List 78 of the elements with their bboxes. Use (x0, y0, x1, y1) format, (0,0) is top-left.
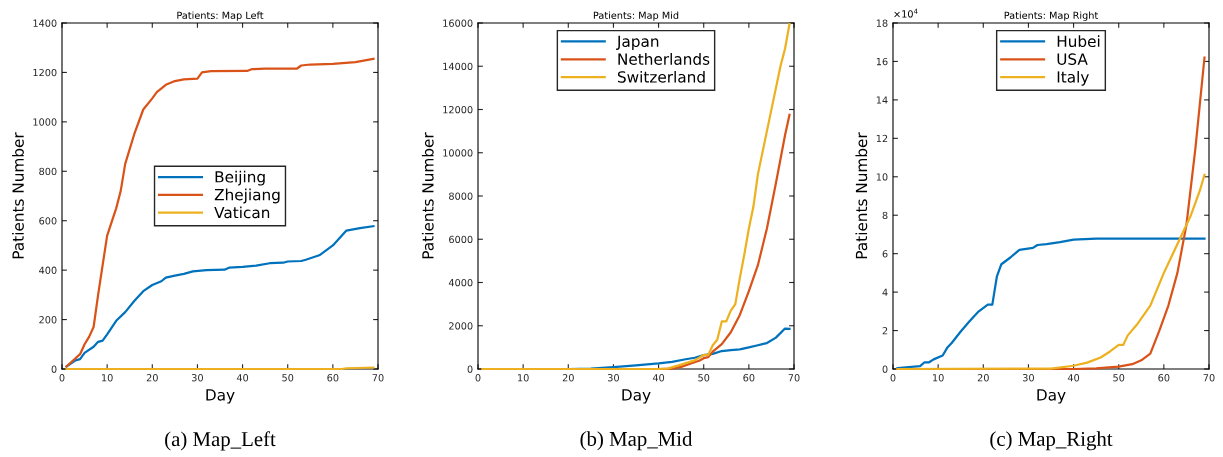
text: (c) Map_Right (990, 431, 1113, 451)
y-tick-label: 1400 (33, 19, 57, 27)
x-tick-label: 30 (1022, 374, 1034, 382)
y-tick-label: 12000 (443, 105, 473, 114)
x-tick-label: 20 (977, 374, 989, 382)
line-series (65, 57, 375, 368)
x-tick-label: 70 (788, 374, 800, 382)
x-tick-label: 10 (933, 374, 944, 382)
x-tick-label: 10 (102, 374, 113, 382)
legend-label: USA (1057, 53, 1088, 65)
y-tick-label: 16000 (443, 19, 473, 27)
y-axis-title: Patients Number (12, 132, 24, 259)
y-tick-label: 6 (882, 250, 888, 258)
legend-label: Hubei (1057, 35, 1100, 48)
x-tick-label: 70 (372, 374, 384, 382)
y-tick-label: 0 (882, 365, 888, 373)
legend-label: Italy (1057, 70, 1089, 86)
line-series (896, 237, 1206, 370)
y-tick-label: 2 (882, 327, 888, 335)
y-tick-label: 1200 (33, 68, 57, 77)
y-tick-label: 14000 (443, 62, 473, 71)
x-tick-label: 0 (475, 374, 481, 382)
y-tick-label: 14 (876, 96, 888, 104)
legend-label: Beijing (215, 170, 265, 186)
x-tick-label: 50 (698, 374, 710, 382)
y-tick-label: 16 (876, 57, 888, 66)
y-tick-label: 8000 (449, 192, 473, 200)
y-tick-label: 2000 (449, 322, 473, 330)
y-tick-label: 1000 (33, 118, 57, 126)
chart-title: Patients: Map Mid (593, 11, 679, 21)
legend-label: Netherlands (618, 53, 710, 65)
y-tick-label: 8 (882, 211, 888, 220)
line-series (896, 173, 1206, 371)
x-tick-label: 10 (518, 374, 529, 382)
chart-title: Patients: Map Right (1004, 11, 1099, 21)
legend-label: Switzerland (617, 70, 705, 83)
x-axis-title: Day (622, 389, 651, 404)
y-tick-label: 0 (51, 365, 57, 373)
x-tick-label: 60 (1158, 374, 1170, 382)
x-tick-label: 40 (236, 374, 249, 382)
y-tick-label: 400 (39, 266, 57, 274)
x-tick-label: 20 (562, 374, 574, 382)
y-axis-title: Patients Number (855, 132, 868, 259)
x-tick-label: 0 (59, 374, 65, 382)
line-series (65, 225, 375, 368)
y-tick-label: 600 (39, 217, 57, 225)
x-tick-label: 50 (282, 374, 294, 382)
text: (a) Map_Left (165, 431, 276, 451)
x-tick-label: 40 (652, 374, 665, 382)
y-tick-label: 6000 (449, 235, 473, 244)
chart-title: Patients: Map Left (177, 11, 264, 21)
x-tick-label: 40 (1067, 374, 1080, 382)
y-tick-label: 4000 (448, 278, 473, 287)
x-axis-title: Day (206, 389, 235, 404)
legend-label: Vatican (214, 206, 270, 219)
x-axis-title: Day (1037, 389, 1066, 404)
y-tick-label: 0 (467, 365, 473, 373)
y-tick-label: 10 (876, 173, 888, 181)
x-tick-label: 30 (191, 374, 203, 382)
y-tick-label: 10000 (443, 149, 473, 157)
legend-label: Zhejiang (214, 188, 280, 204)
y-tick-label: 200 (39, 316, 57, 324)
y-tick-label: 4 (882, 288, 888, 296)
x-tick-label: 30 (607, 374, 619, 382)
y-axis-title: Patients Number (421, 132, 434, 259)
y-tick-label: 12 (876, 134, 888, 143)
y-tick-label: 800 (39, 167, 57, 176)
text: (b) Map_Mid (580, 431, 693, 451)
line-series (481, 22, 791, 371)
x-tick-label: 50 (1113, 374, 1125, 382)
x-tick-label: 60 (743, 374, 755, 382)
x-tick-label: 70 (1203, 374, 1215, 382)
x-tick-label: 0 (890, 374, 896, 382)
x-tick-label: 20 (146, 374, 158, 382)
text: ×10$^{4}$ (894, 8, 918, 18)
legend-label: Japan (616, 35, 659, 51)
y-tick-label: 18 (876, 19, 888, 27)
x-tick-label: 60 (327, 374, 339, 382)
